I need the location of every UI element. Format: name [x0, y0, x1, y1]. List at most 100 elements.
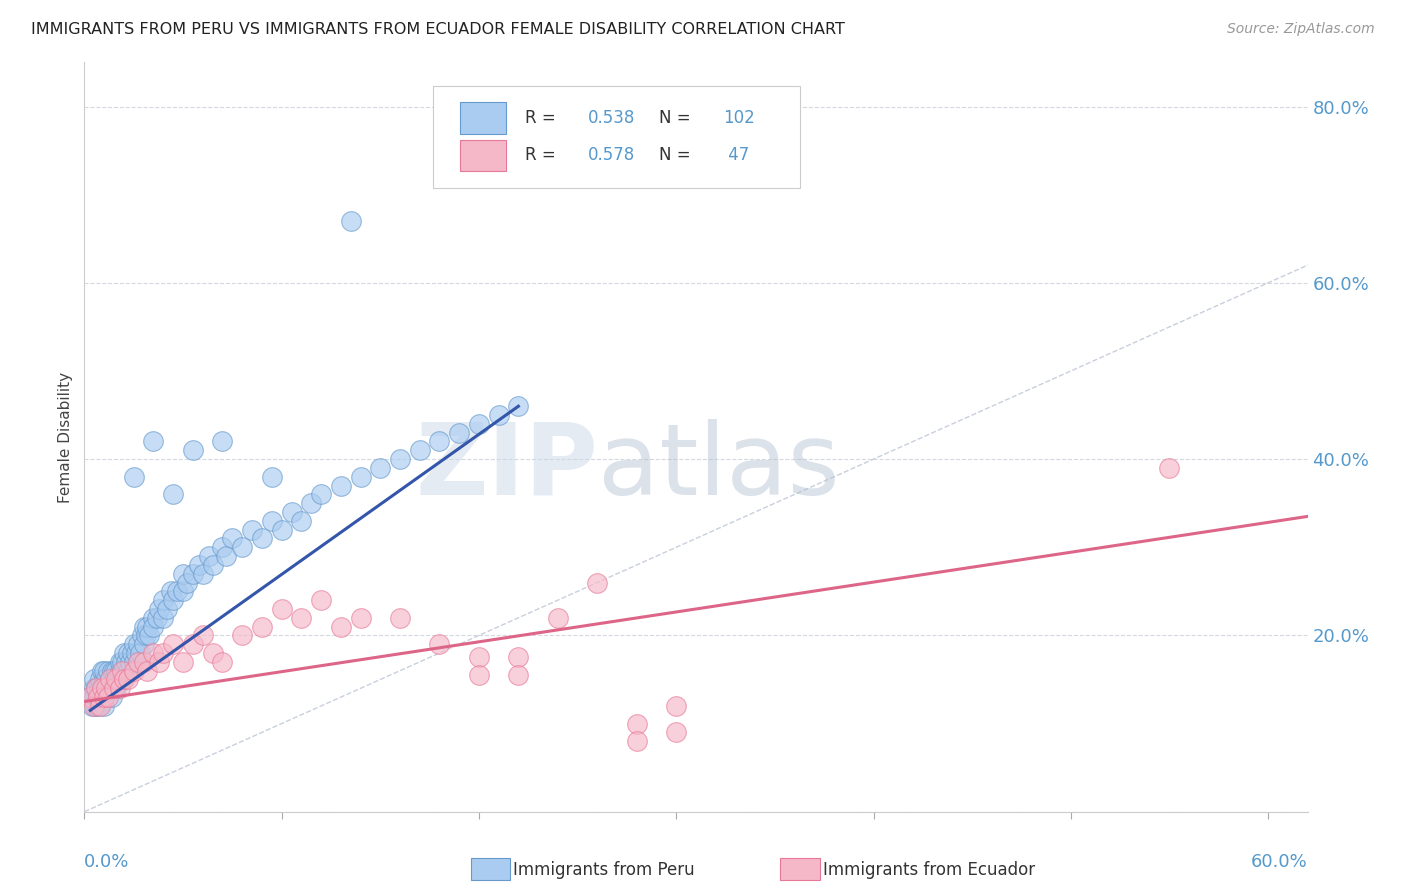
Point — [103, 673, 125, 687]
Point — [142, 619, 165, 633]
Point — [111, 673, 134, 687]
Bar — [460, 103, 506, 134]
Point — [104, 681, 127, 696]
Point — [117, 673, 139, 687]
Point — [260, 514, 283, 528]
Point — [156, 602, 179, 616]
Point — [79, 690, 101, 705]
Text: R =: R = — [524, 109, 561, 127]
Point — [665, 698, 688, 713]
Point — [89, 681, 111, 696]
Point — [97, 690, 120, 705]
Point — [1159, 461, 1181, 475]
Point — [98, 681, 121, 696]
Point — [626, 716, 648, 731]
Point — [87, 698, 110, 713]
Point — [122, 655, 145, 669]
Point — [389, 611, 412, 625]
Point — [250, 619, 273, 633]
Point — [108, 681, 131, 696]
Point — [586, 575, 609, 590]
Text: ZIP: ZIP — [415, 418, 598, 516]
Point — [89, 698, 111, 713]
Point — [181, 637, 204, 651]
Point — [83, 698, 105, 713]
FancyBboxPatch shape — [433, 87, 800, 187]
Point — [98, 673, 121, 687]
Point — [89, 673, 111, 687]
Point — [91, 664, 114, 678]
Point — [89, 690, 111, 705]
Point — [240, 523, 263, 537]
Text: R =: R = — [524, 146, 561, 164]
Point — [97, 681, 120, 696]
Point — [124, 646, 146, 660]
Point — [79, 690, 101, 705]
Point — [221, 532, 243, 546]
Point — [290, 514, 312, 528]
Point — [117, 664, 139, 678]
Point — [97, 664, 120, 678]
Point — [309, 593, 332, 607]
Point — [468, 650, 491, 665]
Point — [250, 532, 273, 546]
Point — [127, 655, 149, 669]
Point — [211, 541, 233, 555]
Point — [122, 637, 145, 651]
Point — [148, 655, 170, 669]
Point — [103, 664, 125, 678]
Point — [181, 566, 204, 581]
Text: Source: ZipAtlas.com: Source: ZipAtlas.com — [1227, 22, 1375, 37]
Text: atlas: atlas — [598, 418, 839, 516]
Point — [231, 541, 253, 555]
Point — [339, 214, 361, 228]
Point — [547, 611, 569, 625]
Point — [122, 664, 145, 678]
Point — [309, 487, 332, 501]
Point — [93, 690, 115, 705]
Point — [101, 664, 124, 678]
Point — [449, 425, 471, 440]
Point — [329, 619, 352, 633]
Point — [91, 681, 114, 696]
Point — [91, 681, 114, 696]
Point — [84, 681, 107, 696]
Point — [626, 734, 648, 748]
Point — [162, 487, 184, 501]
Point — [172, 566, 194, 581]
Point — [104, 673, 127, 687]
Point — [270, 602, 292, 616]
Y-axis label: Female Disability: Female Disability — [58, 371, 73, 503]
Point — [83, 690, 105, 705]
Text: IMMIGRANTS FROM PERU VS IMMIGRANTS FROM ECUADOR FEMALE DISABILITY CORRELATION CH: IMMIGRANTS FROM PERU VS IMMIGRANTS FROM … — [31, 22, 845, 37]
Point — [132, 619, 155, 633]
Point — [103, 681, 125, 696]
Point — [104, 664, 127, 678]
Point — [108, 655, 131, 669]
Point — [152, 611, 174, 625]
Point — [409, 443, 432, 458]
Point — [142, 646, 165, 660]
Point — [84, 698, 107, 713]
Point — [329, 478, 352, 492]
Text: N =: N = — [659, 146, 696, 164]
Point — [111, 664, 134, 678]
Point — [112, 646, 135, 660]
Point — [93, 698, 115, 713]
Point — [429, 637, 451, 651]
Point — [349, 611, 371, 625]
Point — [117, 646, 139, 660]
Point — [136, 664, 159, 678]
Point — [112, 673, 135, 687]
Point — [142, 434, 165, 449]
Point — [349, 469, 371, 483]
Bar — [460, 140, 506, 171]
Point — [138, 628, 160, 642]
Point — [122, 469, 145, 483]
Point — [191, 628, 214, 642]
Point — [148, 602, 170, 616]
Point — [468, 668, 491, 682]
Point — [98, 673, 121, 687]
Point — [93, 664, 115, 678]
Point — [211, 655, 233, 669]
